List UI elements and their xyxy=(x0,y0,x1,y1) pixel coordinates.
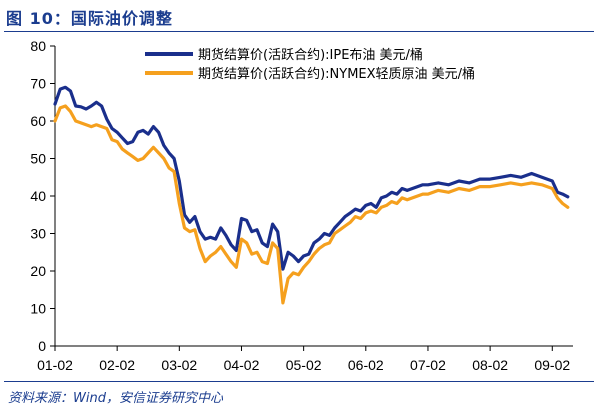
x-tick-label: 06-02 xyxy=(348,357,384,373)
y-tick-label: 30 xyxy=(30,226,46,242)
y-tick-label: 50 xyxy=(30,151,46,167)
x-tick-label: 04-02 xyxy=(224,357,260,373)
y-tick-label: 40 xyxy=(30,188,46,204)
y-axis: 0 10 20 30 40 50 60 70 80 xyxy=(30,38,56,354)
oil-price-line-chart: 0 10 20 30 40 50 60 70 80 01-02 02-02 03-02 04-02 05… xyxy=(30,38,573,373)
figure-title: 图 10：国际油价调整 xyxy=(6,9,173,28)
legend: 期货结算价(活跃合约):IPE布油 美元/桶期货结算价(活跃合约):NYMEX轻… xyxy=(145,47,475,82)
legend-label: 期货结算价(活跃合约):NYMEX轻质原油 美元/桶 xyxy=(198,66,475,82)
source-divider xyxy=(4,381,594,382)
y-tick-label: 10 xyxy=(30,301,46,317)
y-tick-label: 20 xyxy=(30,263,46,279)
y-tick-label: 80 xyxy=(30,38,46,54)
series-lines xyxy=(53,85,570,305)
x-tick-label: 03-02 xyxy=(161,357,197,373)
y-tick-label: 60 xyxy=(30,113,46,129)
series-line-ipe-brent xyxy=(53,85,570,271)
title-divider xyxy=(4,31,594,32)
x-tick-label: 02-02 xyxy=(99,357,135,373)
y-tick-label: 0 xyxy=(38,338,46,354)
legend-label: 期货结算价(活跃合约):IPE布油 美元/桶 xyxy=(198,47,423,63)
y-tick-label: 70 xyxy=(30,76,46,92)
x-tick-label: 05-02 xyxy=(286,357,322,373)
x-tick-label: 01-02 xyxy=(37,357,73,373)
x-tick-label: 07-02 xyxy=(410,357,446,373)
x-tick-label: 08-02 xyxy=(472,357,508,373)
series-line-nymex-wti xyxy=(53,104,570,305)
x-axis: 01-02 02-02 03-02 04-02 05-02 06-02 07-02 08-02… xyxy=(37,345,573,373)
x-tick-label: 09-02 xyxy=(534,357,570,373)
source-note: 资料来源：Wind，安信证券研究中心 xyxy=(8,391,223,406)
